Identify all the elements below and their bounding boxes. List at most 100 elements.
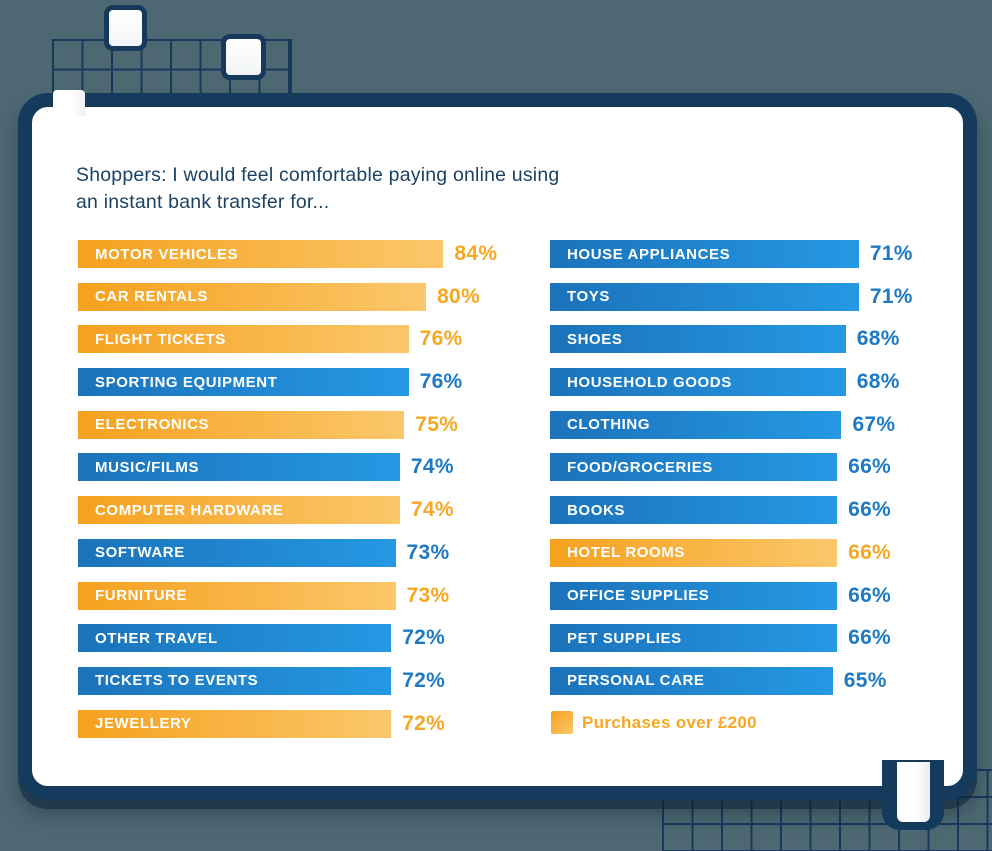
bar-hotel-rooms: HOTEL ROOMS bbox=[550, 538, 838, 567]
bar-row: TICKETS TO EVENTS 72% bbox=[78, 666, 497, 695]
bar-row: COMPUTER HARDWARE 74% bbox=[78, 496, 497, 525]
bar-label: FURNITURE bbox=[95, 587, 188, 604]
bar-label: SPORTING EQUIPMENT bbox=[95, 373, 278, 391]
bar-computer-hardware: COMPUTER HARDWARE bbox=[78, 496, 400, 525]
bar-value: 71% bbox=[869, 242, 913, 265]
bar-personal-care: PERSONAL CARE bbox=[550, 666, 833, 695]
chart-title-line-2: an instant bank transfer for... bbox=[76, 191, 330, 213]
bar-value: 66% bbox=[848, 626, 892, 650]
bar-books: BOOKS bbox=[550, 496, 838, 525]
bar-electronics: ELECTRONICS bbox=[78, 410, 405, 439]
bar-car-rentals: CAR RENTALS bbox=[78, 282, 426, 311]
bar-row: PERSONAL CARE 65% bbox=[550, 666, 913, 695]
bar-label: CAR RENTALS bbox=[95, 288, 208, 306]
bar-label: ELECTRONICS bbox=[95, 416, 210, 434]
bar-value: 72% bbox=[402, 711, 446, 735]
bar-label: FLIGHT TICKETS bbox=[95, 330, 226, 348]
bar-pet-supplies: PET SUPPLIES bbox=[550, 624, 838, 653]
bar-value: 71% bbox=[869, 284, 913, 308]
bar-sporting-equipment: SPORTING EQUIPMENT bbox=[78, 368, 409, 397]
bar-row: MOTOR VEHICLES 84% bbox=[78, 240, 497, 268]
chart-title: Shoppers: I would feel comfortable payin… bbox=[76, 162, 559, 216]
bar-music-films: MUSIC/FILMS bbox=[78, 453, 400, 482]
bar-other-travel: OTHER TRAVEL bbox=[78, 624, 392, 653]
bar-label: OTHER TRAVEL bbox=[95, 629, 218, 647]
bar-column-left: MOTOR VEHICLES 84% CAR RENTALS 80% FLIGHT TI… bbox=[78, 240, 497, 752]
bar-label: MUSIC/FILMS bbox=[95, 458, 200, 476]
bar-tickets-to-events: TICKETS TO EVENTS bbox=[78, 666, 392, 695]
bar-value: 74% bbox=[410, 498, 454, 522]
bar-furniture: FURNITURE bbox=[78, 581, 396, 610]
bar-row: MUSIC/FILMS 74% bbox=[78, 453, 497, 482]
bar-value: 68% bbox=[856, 327, 900, 351]
bar-row: HOTEL ROOMS 66% bbox=[550, 538, 913, 567]
bar-label: TOYS bbox=[567, 288, 610, 306]
bar-household-goods: HOUSEHOLD GOODS bbox=[550, 368, 846, 397]
bar-label: JEWELLERY bbox=[95, 715, 192, 733]
bar-value: 68% bbox=[856, 370, 900, 394]
bar-row: FLIGHT TICKETS 76% bbox=[78, 325, 497, 354]
bar-value: 67% bbox=[852, 412, 896, 436]
bar-value: 75% bbox=[415, 412, 459, 436]
bar-house-appliances: HOUSE APPLIANCES bbox=[550, 240, 859, 268]
bar-jewellery: JEWELLERY bbox=[78, 709, 392, 738]
legend-label: Purchases over £200 bbox=[582, 712, 757, 732]
bar-value: 74% bbox=[410, 455, 454, 479]
bar-label: PERSONAL CARE bbox=[567, 672, 705, 690]
card-notch-top-left bbox=[53, 90, 85, 116]
bar-label: COMPUTER HARDWARE bbox=[95, 501, 284, 519]
bar-row: HOUSEHOLD GOODS 68% bbox=[550, 368, 913, 397]
pixel-square-decoration-1 bbox=[104, 5, 147, 51]
bar-row: JEWELLERY 72% bbox=[78, 709, 497, 738]
bar-row: ELECTRONICS 75% bbox=[78, 410, 497, 439]
bar-value: 73% bbox=[406, 540, 450, 564]
bar-label: BOOKS bbox=[567, 501, 626, 519]
bar-label: SHOES bbox=[567, 330, 623, 348]
card-notch-bottom-right bbox=[897, 762, 930, 822]
bar-row: PET SUPPLIES 66% bbox=[550, 624, 913, 653]
bar-row: OTHER TRAVEL 72% bbox=[78, 624, 497, 653]
bar-label: PET SUPPLIES bbox=[567, 629, 682, 647]
bar-value: 72% bbox=[402, 626, 446, 650]
bar-row: FURNITURE 73% bbox=[78, 581, 497, 610]
bar-motor-vehicles: MOTOR VEHICLES bbox=[78, 240, 444, 268]
bar-toys: TOYS bbox=[550, 282, 859, 311]
bar-label: TICKETS TO EVENTS bbox=[95, 672, 259, 690]
bar-label: OFFICE SUPPLIES bbox=[567, 587, 710, 604]
bar-row: CAR RENTALS 80% bbox=[78, 282, 497, 311]
bar-row: SPORTING EQUIPMENT 76% bbox=[78, 368, 497, 397]
bar-value: 80% bbox=[437, 284, 480, 308]
bar-label: FOOD/GROCERIES bbox=[567, 458, 713, 476]
bar-value: 66% bbox=[848, 540, 892, 564]
bar-row: HOUSE APPLIANCES 71% bbox=[550, 240, 913, 268]
bar-value: 84% bbox=[454, 242, 498, 265]
bar-label: HOUSE APPLIANCES bbox=[567, 245, 731, 263]
bar-value: 66% bbox=[848, 498, 892, 522]
bar-value: 72% bbox=[402, 668, 446, 692]
bar-column-right: HOUSE APPLIANCES 71% TOYS 71% SHOES 68% HOUSEH… bbox=[550, 240, 913, 710]
bar-shoes: SHOES bbox=[550, 325, 846, 354]
bar-value: 76% bbox=[419, 370, 463, 394]
bar-value: 66% bbox=[848, 583, 892, 607]
bar-label: HOTEL ROOMS bbox=[567, 544, 685, 562]
bar-row: BOOKS 66% bbox=[550, 496, 913, 525]
bar-flight-tickets: FLIGHT TICKETS bbox=[78, 325, 409, 354]
bar-clothing: CLOTHING bbox=[550, 410, 842, 439]
bar-label: HOUSEHOLD GOODS bbox=[567, 373, 732, 391]
bar-label: SOFTWARE bbox=[95, 544, 185, 562]
bar-value: 73% bbox=[406, 583, 450, 607]
bar-software: SOFTWARE bbox=[78, 538, 396, 567]
bar-row: SHOES 68% bbox=[550, 325, 913, 354]
legend-swatch-icon bbox=[551, 711, 573, 734]
bar-office-supplies: OFFICE SUPPLIES bbox=[550, 581, 838, 610]
pixel-square-decoration-2 bbox=[221, 34, 266, 80]
bar-row: TOYS 71% bbox=[550, 282, 913, 311]
bar-row: FOOD/GROCERIES 66% bbox=[550, 453, 913, 482]
bar-label: CLOTHING bbox=[567, 416, 651, 434]
bar-value: 76% bbox=[419, 327, 463, 351]
bar-row: CLOTHING 67% bbox=[550, 410, 913, 439]
bar-row: OFFICE SUPPLIES 66% bbox=[550, 581, 913, 610]
bar-row: SOFTWARE 73% bbox=[78, 538, 497, 567]
bar-food-groceries: FOOD/GROCERIES bbox=[550, 453, 838, 482]
chart-title-line-1: Shoppers: I would feel comfortable payin… bbox=[76, 164, 560, 186]
